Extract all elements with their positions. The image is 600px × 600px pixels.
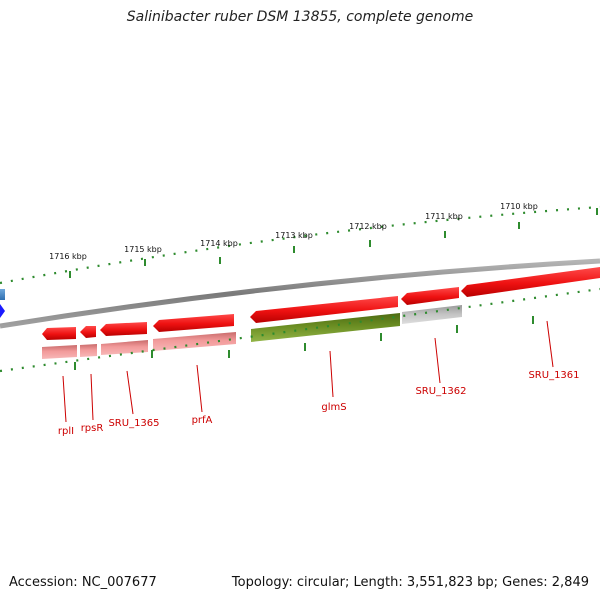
gene-arrow-SRU_1365 bbox=[100, 322, 147, 336]
accession-text: Accession: NC_007677 bbox=[9, 575, 157, 590]
leader-line bbox=[329, 350, 334, 398]
gene-bar-rplI bbox=[42, 345, 77, 359]
gene-bar-prfA bbox=[153, 332, 236, 351]
leader-line bbox=[196, 364, 203, 413]
gene-arrow-prfA bbox=[153, 314, 234, 332]
map-title: Salinibacter ruber DSM 13855, complete g… bbox=[126, 9, 474, 25]
gene-bar-SRU_1365 bbox=[101, 340, 148, 355]
outer-tick-row bbox=[0, 205, 600, 285]
gene-label-rplI: rplI bbox=[58, 426, 74, 437]
leader-line bbox=[434, 337, 441, 384]
gene-label-glmS: glmS bbox=[321, 402, 346, 413]
gene-label-SRU_1361: SRU_1361 bbox=[528, 370, 579, 381]
leader-line bbox=[546, 320, 554, 368]
scale-label: 1716 kbp bbox=[49, 252, 87, 261]
leader-line bbox=[126, 370, 134, 415]
partial-feature-left bbox=[0, 289, 5, 300]
gene-label-SRU_1365: SRU_1365 bbox=[108, 418, 159, 429]
gene-label-prfA: prfA bbox=[192, 415, 213, 426]
scale-label: 1712 kbp bbox=[349, 222, 387, 231]
leader-line bbox=[90, 373, 94, 421]
gene-label-SRU_1362: SRU_1362 bbox=[415, 386, 466, 397]
gene-bar-glmS bbox=[251, 313, 400, 342]
gene-arrow-rplI bbox=[42, 327, 76, 340]
gene-arrow-glmS bbox=[250, 296, 398, 323]
scale-label: 1715 kbp bbox=[124, 245, 162, 254]
leader-line bbox=[62, 375, 67, 423]
strand-marker-icon bbox=[0, 304, 5, 318]
scale-label: 1714 kbp bbox=[200, 239, 238, 248]
gene-bar-SRU_1362 bbox=[402, 305, 462, 324]
gene-arrow-SRU_1362 bbox=[401, 287, 459, 305]
gene-bar-rpsR bbox=[80, 344, 97, 357]
scale-label: 1713 kbp bbox=[275, 231, 313, 240]
scale-label: 1710 kbp bbox=[500, 202, 538, 211]
gene-label-rpsR: rpsR bbox=[81, 423, 104, 434]
genome-backbone bbox=[0, 258, 600, 329]
gene-arrow-rpsR bbox=[80, 326, 96, 338]
scale-label: 1711 kbp bbox=[425, 212, 463, 221]
gene-arrow-SRU_1361 bbox=[461, 267, 600, 297]
topology-text: Topology: circular; Length: 3,551,823 bp… bbox=[231, 575, 589, 590]
